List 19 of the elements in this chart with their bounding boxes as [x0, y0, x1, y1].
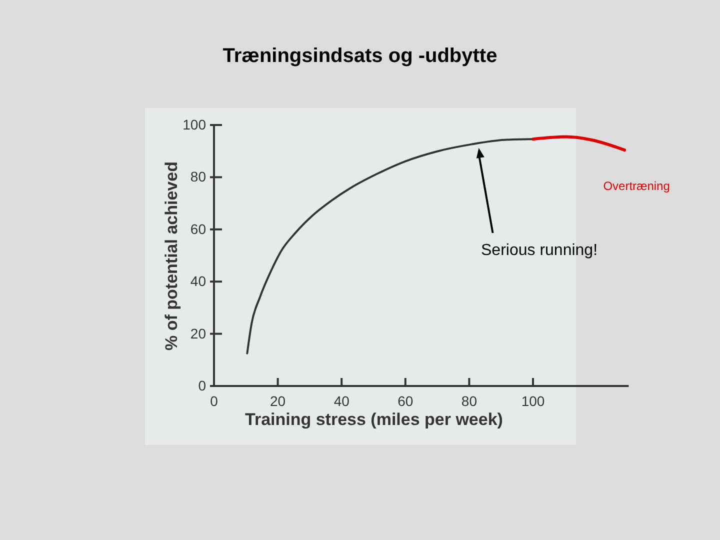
x-tick-label: 80	[461, 392, 478, 409]
annotation: Serious running!	[481, 242, 598, 259]
y-tick-label: 80	[190, 168, 206, 185]
text: Overtræning	[603, 179, 670, 194]
y-tick-label: 100	[182, 116, 206, 132]
x-tick-label: 40	[334, 392, 350, 409]
x-tick-label: 60	[398, 392, 414, 409]
x-axis-title: Training stress (miles per week)	[245, 410, 503, 429]
line-series	[532, 135, 626, 152]
y-tick-label: 40	[190, 273, 206, 290]
x-tick-label: 20	[270, 392, 286, 409]
line-series	[246, 138, 534, 354]
y-tick-label: 20	[190, 325, 206, 342]
x-tick-label: 100	[521, 392, 545, 409]
y-tick-label: 0	[198, 377, 206, 394]
y-axis-title: % of potential achieved	[162, 162, 181, 350]
x-tick-label: 0	[210, 392, 218, 409]
y-tick-label: 60	[190, 220, 206, 237]
chart-title: Træningsindsats og -udbytte	[222, 45, 498, 67]
